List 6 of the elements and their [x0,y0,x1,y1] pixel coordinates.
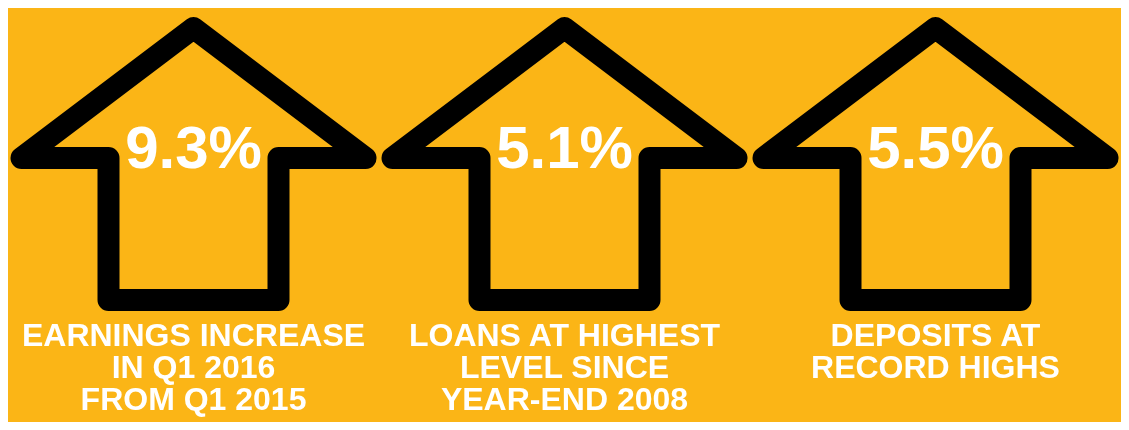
data-label: 5.5% [867,114,1004,181]
data-label: 9.3% [125,114,262,181]
category-label: EARNINGS INCREASE IN Q1 2016 FROM Q1 2015 [21,317,366,417]
data-label: 5.1% [496,114,633,181]
category-label: LOANS AT HIGHEST LEVEL SINCE YEAR-END 2008 [408,317,721,417]
category-label: DEPOSITS AT RECORD HIGHS [811,317,1060,385]
